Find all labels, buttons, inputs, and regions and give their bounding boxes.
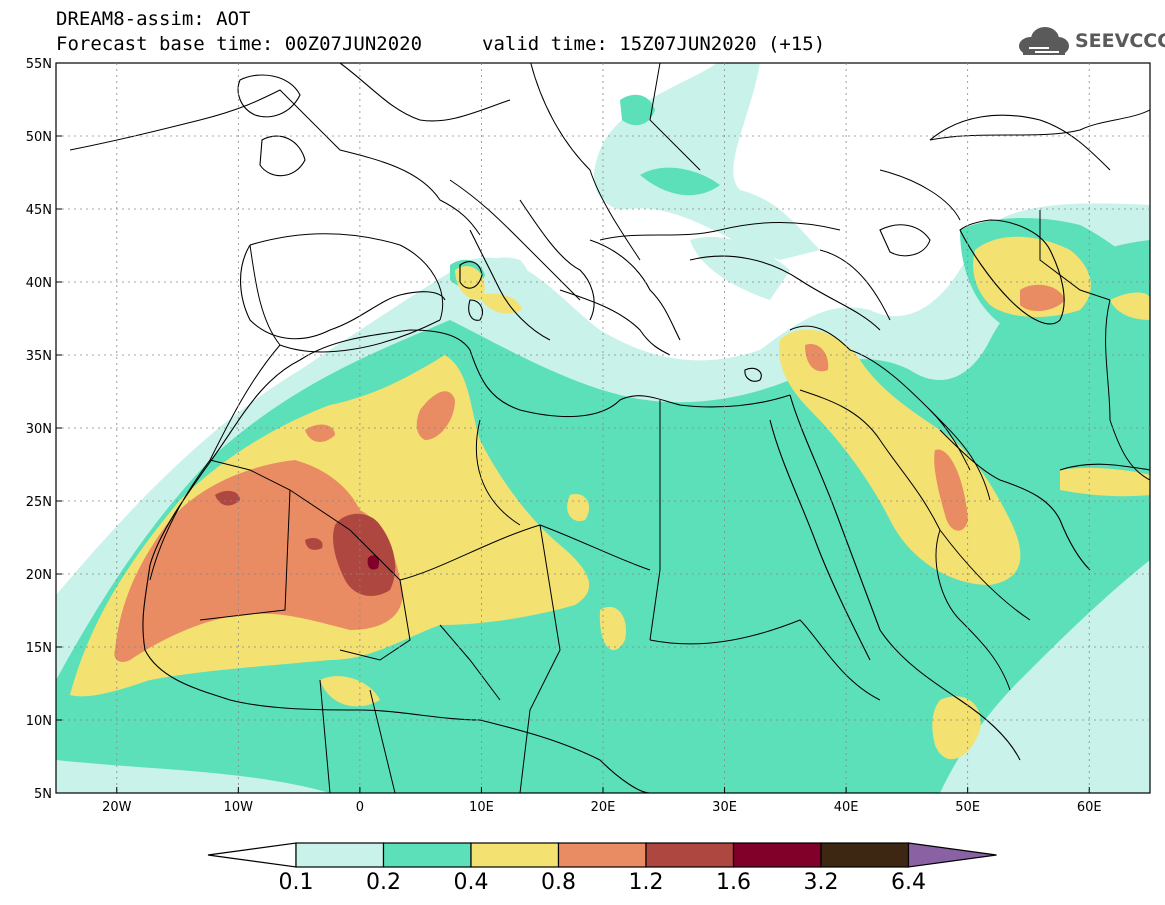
lon-tick-label: 40E <box>834 800 859 815</box>
colorbar-box <box>820 842 910 868</box>
colorbar: 0.1 0.2 0.4 0.8 1.2 1.6 3.2 6.4 <box>207 842 997 895</box>
map-title: DREAM8-assim: AOT <box>56 8 251 30</box>
latitude-axis: 55N 50N 45N 40N 35N 30N 25N 20N 15N 10N 5N <box>26 57 62 802</box>
valid-time: valid time: 15Z07JUN2020 (+15) <box>482 33 826 55</box>
colorbar-box <box>732 842 822 868</box>
colorbar-label: 1.2 <box>629 870 664 895</box>
lat-tick-label: 35N <box>26 349 52 364</box>
colorbar-box <box>382 842 472 868</box>
lon-tick-label: 0 <box>356 800 364 815</box>
lon-tick-label: 50E <box>955 800 980 815</box>
aot-level-1.2 <box>215 490 396 596</box>
lat-tick-label: 15N <box>26 641 52 656</box>
colorbar-label: 6.4 <box>891 870 926 895</box>
colorbar-box <box>557 842 647 868</box>
lon-tick-label: 60E <box>1077 800 1102 815</box>
coastlines <box>142 63 1150 793</box>
colorbar-label: 0.8 <box>541 870 576 895</box>
country-borders <box>69 63 1150 793</box>
colorbar-over-triangle <box>907 842 997 868</box>
lat-tick-label: 40N <box>26 276 52 291</box>
aot-field <box>56 63 1150 793</box>
colorbar-under-triangle <box>207 842 297 868</box>
lat-tick-label: 10N <box>26 714 52 729</box>
longitude-axis: 20W 10W 0 10E 20E 30E 40E 50E 60E <box>102 787 1102 815</box>
aot-level-0.8 <box>114 284 1065 662</box>
lat-tick-label: 45N <box>26 203 52 218</box>
forecast-base-time: Forecast base time: 00Z07JUN2020 <box>56 33 423 55</box>
lat-tick-label: 5N <box>34 787 52 802</box>
lat-tick-label: 30N <box>26 422 52 437</box>
gridlines <box>56 63 1150 793</box>
lat-tick-label: 55N <box>26 57 52 72</box>
aot-level-1.6 <box>367 555 380 570</box>
logo-text: SEEVCCC <box>1075 30 1165 52</box>
lon-tick-label: 10W <box>224 800 254 815</box>
lat-tick-label: 20N <box>26 568 52 583</box>
lon-tick-label: 10E <box>469 800 494 815</box>
colorbar-box <box>295 842 385 868</box>
lon-tick-label: 20W <box>102 800 132 815</box>
colorbar-label: 0.4 <box>454 870 489 895</box>
lat-tick-label: 50N <box>26 130 52 145</box>
lon-tick-label: 30E <box>712 800 737 815</box>
colorbar-label: 0.1 <box>279 870 314 895</box>
colorbar-box <box>470 842 560 868</box>
colorbar-label: 3.2 <box>804 870 839 895</box>
colorbar-label: 0.2 <box>366 870 401 895</box>
lon-tick-label: 20E <box>591 800 616 815</box>
seevccc-logo: SEEVCCC <box>1015 24 1165 58</box>
colorbar-box <box>645 842 735 868</box>
lat-tick-label: 25N <box>26 495 52 510</box>
cloud-icon <box>1019 27 1069 55</box>
colorbar-label: 1.6 <box>716 870 751 895</box>
